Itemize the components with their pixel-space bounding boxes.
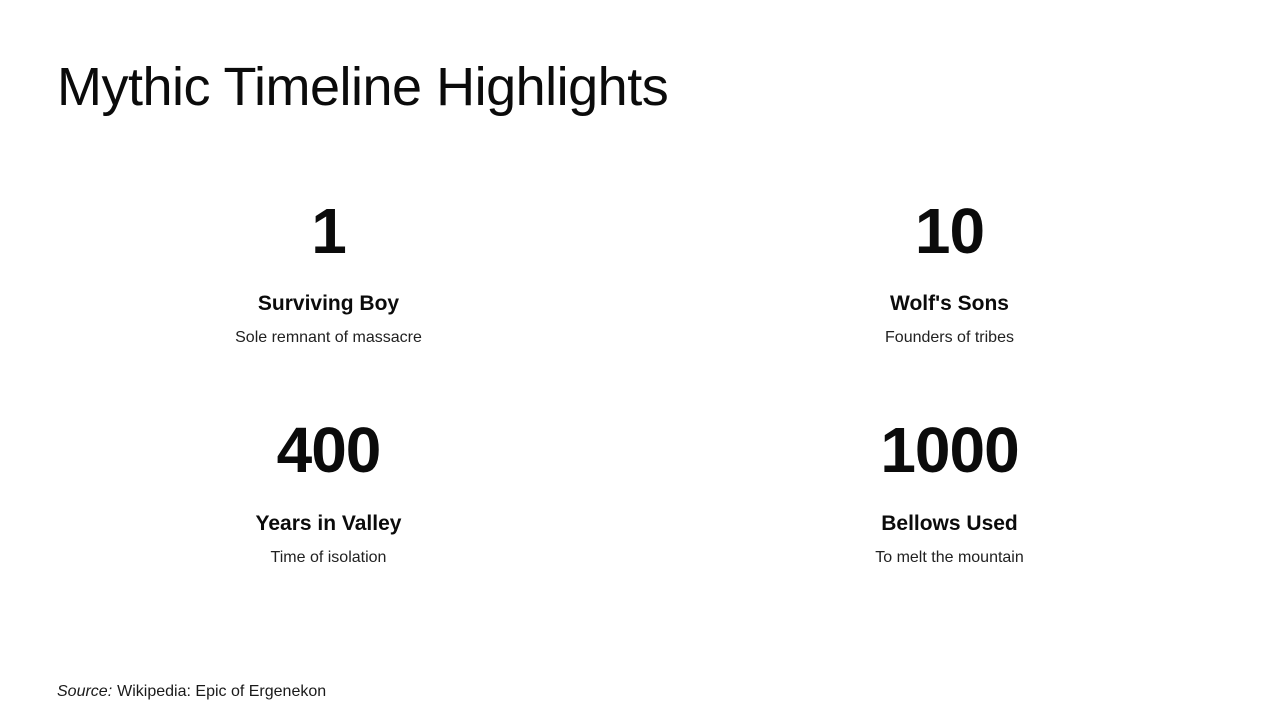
stats-grid: 1 Surviving Boy Sole remnant of massacre… [18,196,1260,567]
stat-description: To melt the mountain [875,548,1024,566]
stat-label: Wolf's Sons [890,292,1009,316]
stat-block-surviving-boy: 1 Surviving Boy Sole remnant of massacre [18,196,639,347]
stat-block-wolfs-sons: 10 Wolf's Sons Founders of tribes [639,196,1260,347]
stat-value: 1 [311,195,347,267]
stat-description: Time of isolation [270,548,387,566]
stat-block-years-in-valley: 400 Years in Valley Time of isolation [18,415,639,566]
stat-label: Bellows Used [881,511,1018,535]
stat-description: Sole remnant of massacre [235,329,422,347]
stat-value: 400 [276,414,382,487]
stat-description: Founders of tribes [885,329,1014,347]
source-prefix-label: Source: [57,683,113,700]
stat-value: 1000 [880,414,1019,487]
stat-block-bellows-used: 1000 Bellows Used To melt the mountain [639,415,1260,566]
source-text: Wikipedia: Epic of Ergenekon [117,683,327,700]
stat-label: Surviving Boy [257,292,400,316]
stat-value: 10 [914,195,985,267]
source-line: Source: Wikipedia: Epic of Ergenekon [57,683,326,701]
stat-label: Years in Valley [255,511,402,535]
page-title: Mythic Timeline Highlights [57,57,669,117]
